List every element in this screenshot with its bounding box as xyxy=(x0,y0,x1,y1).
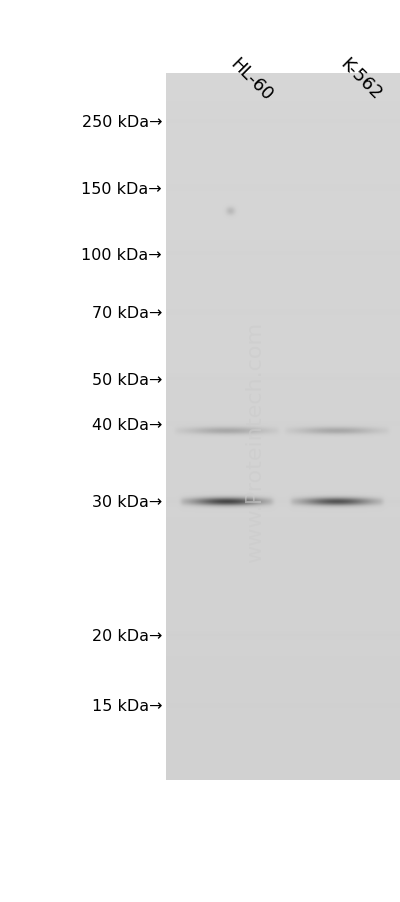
Text: 15 kDa→: 15 kDa→ xyxy=(92,699,162,713)
Text: 30 kDa→: 30 kDa→ xyxy=(92,495,162,510)
Text: 150 kDa→: 150 kDa→ xyxy=(81,181,162,197)
Text: 20 kDa→: 20 kDa→ xyxy=(92,628,162,643)
Text: 100 kDa→: 100 kDa→ xyxy=(81,247,162,262)
Text: 70 kDa→: 70 kDa→ xyxy=(92,306,162,321)
Text: 40 kDa→: 40 kDa→ xyxy=(92,418,162,432)
Text: HL-60: HL-60 xyxy=(227,55,276,105)
Text: 50 kDa→: 50 kDa→ xyxy=(92,373,162,387)
Text: K-562: K-562 xyxy=(337,55,386,104)
Text: 250 kDa→: 250 kDa→ xyxy=(82,115,162,130)
Text: www.Proteintech.com: www.Proteintech.com xyxy=(245,321,265,562)
